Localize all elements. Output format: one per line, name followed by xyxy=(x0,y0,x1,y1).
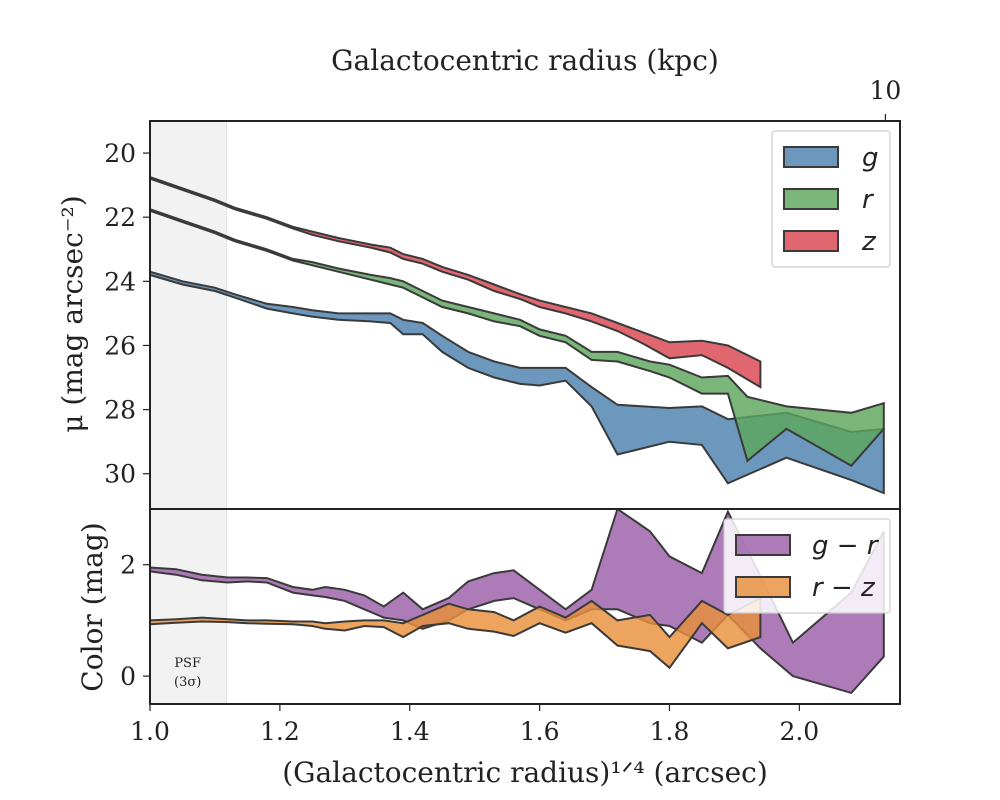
y-tick-label: 24 xyxy=(104,267,136,296)
x-tick-label: 1.8 xyxy=(650,717,690,746)
y-tick-label: 2 xyxy=(120,551,136,580)
legend-swatch-r xyxy=(783,188,839,210)
surface-brightness-panel: 202224262830grz1020305075100 xyxy=(104,76,902,510)
psf-annotation: PSF xyxy=(174,656,201,671)
legend-label-g: g xyxy=(862,143,879,173)
legend-label-rz: r − z xyxy=(812,573,876,603)
psf-shaded-region xyxy=(150,121,227,509)
y-tick-label: 26 xyxy=(104,331,136,360)
x-tick-label: 1.0 xyxy=(130,717,170,746)
x-tick-label: 1.4 xyxy=(390,717,430,746)
x-axis-label: (Galactocentric radius)¹ᐟ⁴ (arcsec) xyxy=(282,756,768,789)
series-band-rz xyxy=(150,596,762,670)
y-tick-label: 0 xyxy=(120,662,136,691)
x-tick-label: 1.2 xyxy=(260,717,300,746)
legend-label-r: r xyxy=(862,185,875,215)
y-tick-label: 28 xyxy=(104,396,136,425)
color-panel: 0 2 g − r r − z 1.0 1.2 1.4 1.6 1.8 2.0 PSF (3σ) xyxy=(120,508,901,746)
panel-plot-area xyxy=(150,121,885,509)
y-tick-label: 22 xyxy=(104,203,136,232)
y-tick-label: 30 xyxy=(104,460,136,489)
legend-label-gr: g − r xyxy=(812,531,880,561)
legend-swatch-gr xyxy=(735,534,791,556)
series-band-z xyxy=(150,176,762,389)
series-band-r xyxy=(150,208,885,467)
legend-label-z: z xyxy=(861,227,877,257)
x-tick-label: 2.0 xyxy=(779,717,819,746)
legend-swatch-z xyxy=(783,230,839,252)
legend-swatch-rz xyxy=(735,576,791,598)
psf-shaded-region xyxy=(150,509,227,704)
y-tick-label: 20 xyxy=(104,139,136,168)
top-panel-ylabel: μ (mag arcsec⁻²) xyxy=(56,195,89,432)
top-axis-label: Galactocentric radius (kpc) xyxy=(331,44,719,77)
top-axis-tick-label: 10 xyxy=(870,76,902,105)
x-tick-label: 1.6 xyxy=(520,717,560,746)
bottom-panel-ylabel: Color (mag) xyxy=(76,522,109,691)
psf-annotation-sigma: (3σ) xyxy=(174,675,201,690)
panel-frame xyxy=(149,508,901,705)
legend-swatch-g xyxy=(783,146,839,168)
series-band-g xyxy=(150,270,885,495)
